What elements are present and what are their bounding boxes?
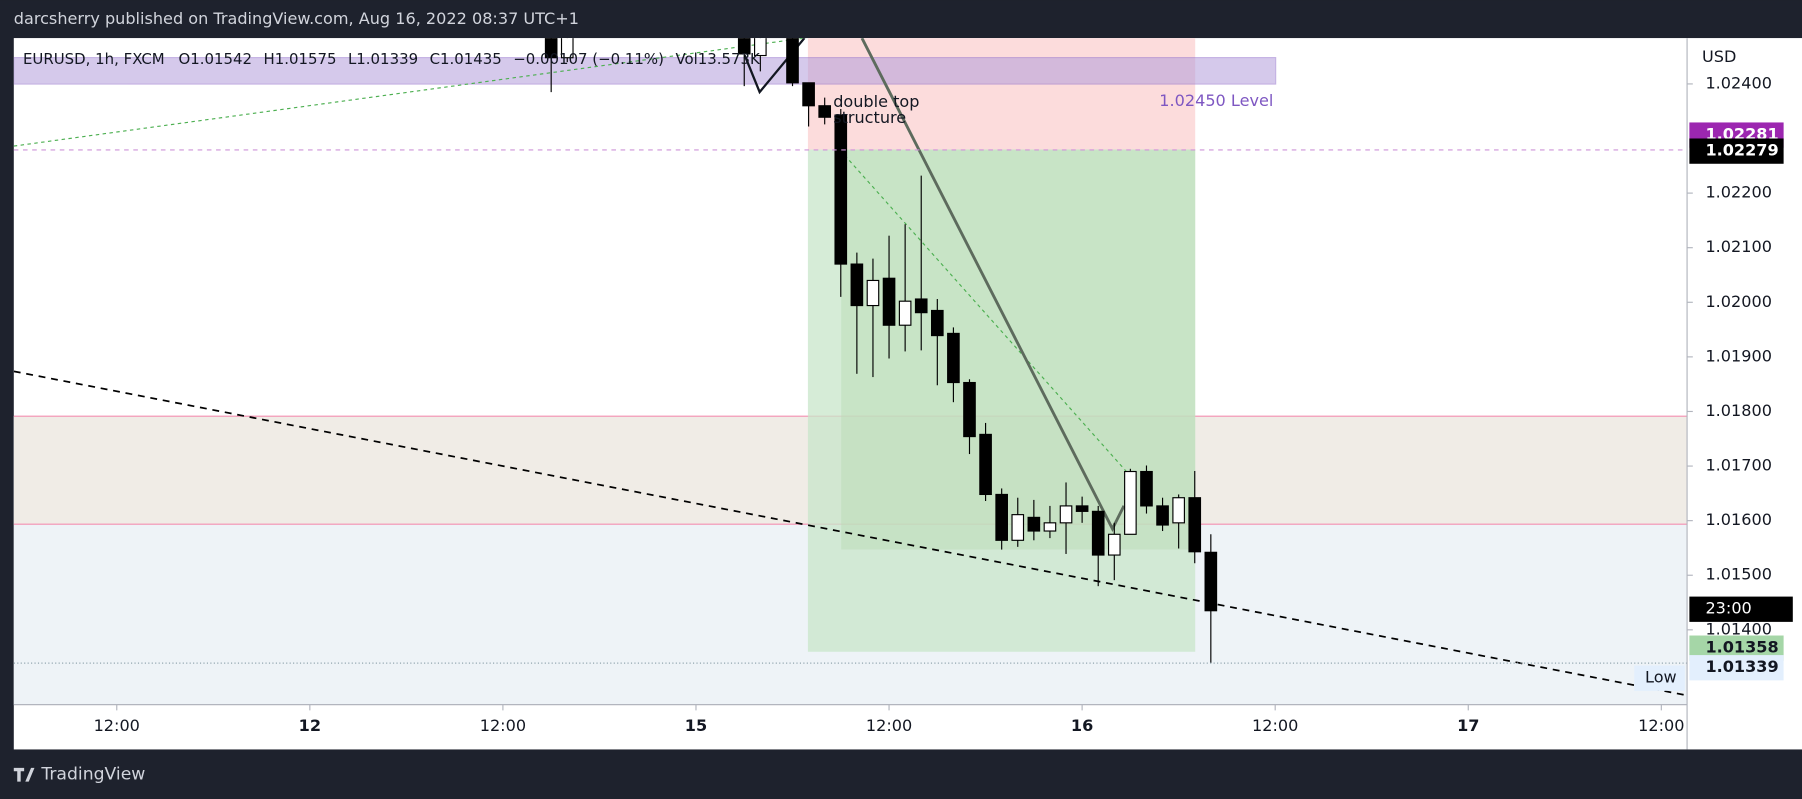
ohlc: Vol13.573K	[675, 50, 761, 68]
candle-body	[1011, 514, 1025, 541]
candle-body	[1140, 470, 1153, 507]
candle-body	[786, 38, 799, 84]
currency: USD	[1702, 47, 1736, 66]
candle-body	[1075, 505, 1089, 512]
ohlc: H1.01575	[263, 50, 336, 68]
ohlc: L1.01339	[348, 50, 418, 68]
x-tick-label: 15	[685, 716, 707, 735]
legend: EURUSD, 1h, FXCM	[23, 50, 165, 68]
candle-body	[1027, 516, 1041, 532]
x-tick-label: 12:00	[1638, 716, 1684, 735]
y-tick-label: 1.01700	[1705, 456, 1772, 475]
candle-body	[947, 332, 960, 384]
level-zone	[13, 57, 1277, 85]
trend	[844, 154, 1127, 472]
candle-body	[834, 114, 848, 265]
candle-body	[1043, 522, 1057, 532]
candle-body	[1188, 497, 1202, 553]
low-label: Low	[1645, 668, 1677, 687]
candle-body	[1124, 470, 1137, 535]
projection	[860, 38, 1126, 532]
candle-body	[882, 277, 896, 326]
candle-body	[1059, 505, 1073, 524]
candle-body	[1107, 533, 1121, 556]
y-tick-label: 1.02100	[1705, 237, 1772, 256]
brand: TradingView	[40, 765, 145, 785]
candle-body	[995, 493, 1008, 541]
publisher: darcsherry published on TradingView.com,…	[14, 9, 579, 28]
candle-body	[850, 263, 864, 307]
candle-body	[914, 298, 928, 314]
x-tick-label: 12:00	[1252, 716, 1298, 735]
symbol: EURUSD, 1h, FXCM	[23, 50, 165, 68]
plot	[13, 38, 1688, 697]
y-tick-label: 1.01500	[1705, 565, 1772, 584]
candle-body	[866, 279, 880, 307]
price-label: 1.02279	[1705, 141, 1778, 160]
annotation: structure	[833, 108, 906, 127]
price-box	[1689, 138, 1784, 164]
y-tick-label: 1.02200	[1705, 183, 1772, 202]
candle-body	[818, 105, 832, 118]
ohlc: O1.01542	[178, 50, 252, 68]
x-tick-label: 16	[1071, 716, 1093, 735]
x-tick-label: 12:00	[480, 716, 526, 735]
price-label: 1.01358	[1705, 638, 1778, 657]
y-tick-label: 1.01400	[1705, 619, 1772, 638]
y-tick-label: 1.02000	[1705, 292, 1772, 311]
x-tick-label: 12:00	[866, 716, 912, 735]
candle-body	[544, 38, 558, 59]
y-tick-label: 1.01600	[1705, 510, 1772, 529]
y-tick-label: 1.01800	[1705, 401, 1772, 420]
x-tick-label: 12:00	[94, 716, 140, 735]
candle-body	[930, 309, 944, 337]
candle-body	[802, 82, 815, 107]
brand-logo	[13, 767, 35, 782]
candle-body	[963, 381, 976, 438]
candle-body	[1156, 505, 1169, 526]
candle-body	[898, 300, 912, 326]
y-tick-label: 1.02400	[1705, 73, 1772, 92]
low-box	[1634, 665, 1685, 691]
price-box	[1689, 655, 1784, 681]
time-box	[1689, 596, 1793, 622]
candle-body	[1091, 510, 1105, 556]
price-label: 1.01339	[1705, 657, 1778, 676]
time-label: 23:00	[1705, 599, 1751, 618]
ohlc: C1.01435	[430, 50, 502, 68]
candle-body	[560, 38, 574, 59]
candle-body	[754, 38, 767, 57]
trend	[13, 370, 1688, 697]
y-tick-label: 1.01900	[1705, 346, 1772, 365]
x-tick-label: 12	[299, 716, 321, 735]
x-tick-label: 17	[1457, 716, 1479, 735]
level-label: 1.02450 Level	[1159, 91, 1273, 110]
annotation: double top	[833, 92, 919, 111]
candle-body	[737, 38, 751, 55]
trend	[13, 38, 805, 147]
candle-body	[979, 433, 992, 496]
candle-body	[1204, 551, 1218, 612]
ohlc: −0.00107 (−0.11%)	[513, 50, 664, 68]
candle-body	[1172, 497, 1185, 524]
